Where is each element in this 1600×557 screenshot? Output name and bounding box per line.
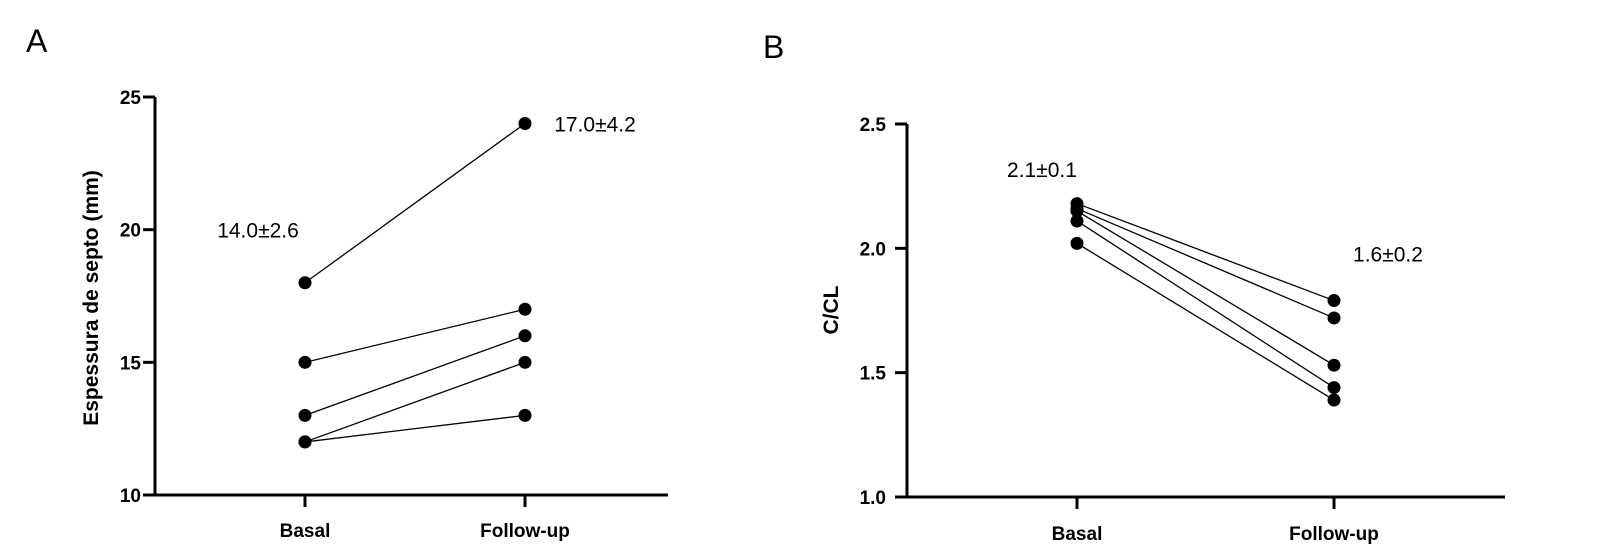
x-tick-label: Basal <box>1052 524 1103 545</box>
annotations-b: 2.1±0.1 1.6±0.2 <box>1007 159 1423 267</box>
data-points-a <box>298 117 532 449</box>
data-point <box>1327 393 1341 407</box>
panel-letter-a: A <box>26 23 48 59</box>
y-tick-label: 15 <box>120 353 142 374</box>
y-tick-label: 10 <box>120 486 141 507</box>
data-point <box>518 302 532 316</box>
series-line <box>1076 207 1335 319</box>
panel-a: A Espessura de septo (mm) 10 15 20 25 Basal F… <box>26 23 668 542</box>
ticks-a: 10 15 20 25 Basal Follow-up <box>120 88 570 542</box>
series-line <box>1076 242 1335 401</box>
data-point <box>518 117 532 131</box>
data-point <box>298 435 312 449</box>
annotations-a: 14.0±2.6 17.0±4.2 <box>217 114 636 243</box>
mean-sd-annotation: 14.0±2.6 <box>217 220 299 243</box>
data-point <box>518 408 532 422</box>
data-point <box>518 329 532 343</box>
data-point <box>298 408 312 422</box>
y-tick-label: 1.5 <box>860 364 887 385</box>
panel-letter-b: B <box>763 29 784 65</box>
series-line <box>1076 220 1335 389</box>
series-line <box>304 414 526 443</box>
data-point <box>1327 311 1341 325</box>
y-tick-label: 25 <box>120 88 142 109</box>
series-line <box>1076 210 1335 366</box>
mean-sd-annotation: 2.1±0.1 <box>1007 159 1077 182</box>
data-point <box>1327 358 1341 372</box>
mean-sd-annotation: 1.6±0.2 <box>1353 243 1423 266</box>
series-line <box>304 123 526 284</box>
mean-sd-annotation: 17.0±4.2 <box>554 114 636 137</box>
data-point <box>518 355 532 369</box>
data-point <box>1070 204 1084 218</box>
series-line <box>304 335 526 417</box>
data-point <box>298 276 312 290</box>
ticks-b: 1.0 1.5 2.0 2.5 Basal Follow-up <box>860 115 1379 545</box>
data-point <box>1070 236 1084 250</box>
y-tick-label: 2.0 <box>860 239 886 260</box>
series-lines-a <box>304 123 526 443</box>
y-axis-title-a: Espessura de septo (mm) <box>80 170 103 426</box>
data-point <box>1070 214 1084 228</box>
y-axis-title-b: C/CL <box>820 285 843 334</box>
series-line <box>1076 202 1335 302</box>
y-tick-label: 1.0 <box>860 488 886 509</box>
panel-b: B C/CL 1.0 1.5 2.0 2.5 Basal Follow-up 2.1±0.… <box>763 29 1505 545</box>
x-tick-label: Basal <box>280 521 331 542</box>
data-point <box>298 355 312 369</box>
data-point <box>1327 381 1341 395</box>
y-tick-label: 2.5 <box>860 115 887 136</box>
data-point <box>1327 294 1341 308</box>
series-line <box>304 361 526 443</box>
series-lines-b <box>1076 202 1335 401</box>
y-tick-label: 20 <box>120 221 141 242</box>
x-tick-label: Follow-up <box>480 521 570 542</box>
data-points-b <box>1070 197 1341 407</box>
x-tick-label: Follow-up <box>1289 524 1379 545</box>
series-line <box>304 308 526 363</box>
